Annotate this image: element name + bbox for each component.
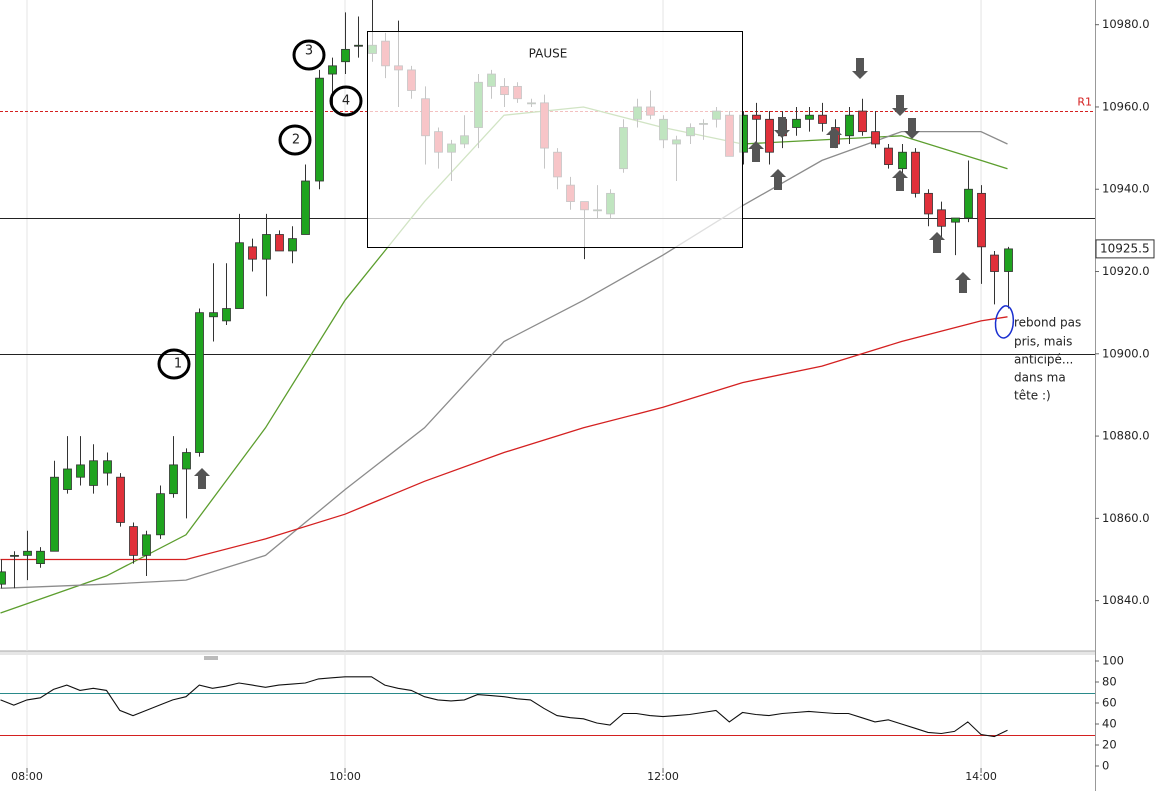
candle-body <box>818 114 827 124</box>
circle-label: 1 <box>174 357 182 372</box>
y-tick-label: 10880.0 <box>1102 429 1150 443</box>
y-tick-label: 10980.0 <box>1102 17 1150 31</box>
circle <box>278 124 312 156</box>
panel-separator <box>0 651 1095 655</box>
candle-body <box>142 534 151 556</box>
note-line: dans ma <box>1014 371 1066 385</box>
candle-body <box>898 151 907 170</box>
candle-body <box>805 114 814 120</box>
y-tick-label: 100 <box>1102 654 1124 668</box>
moving-average <box>0 316 1008 561</box>
candle-body <box>765 118 774 153</box>
y-tick-label: 60 <box>1102 696 1117 710</box>
candle-body <box>924 192 933 215</box>
note-line: anticipé... <box>1014 353 1073 367</box>
candle-body <box>195 312 204 453</box>
r1-label: R1 <box>1077 96 1092 109</box>
y-tick-label: 10960.0 <box>1102 99 1150 113</box>
candle-body <box>23 550 32 556</box>
candle-body <box>10 554 19 557</box>
candle-body <box>156 493 165 536</box>
candle-body <box>129 526 138 556</box>
candle-body <box>63 468 72 490</box>
candle-body <box>116 476 125 523</box>
candle-body <box>792 118 801 128</box>
circle-annotations <box>157 39 363 380</box>
y-tick-label: 10920.0 <box>1102 264 1150 278</box>
candle-body <box>858 110 867 133</box>
y-tick-label: 20 <box>1102 738 1117 752</box>
y-tick-label: 10860.0 <box>1102 511 1150 525</box>
note-line: tête :) <box>1014 389 1051 403</box>
axis-layer: 08:00 10:00 12:00 14:00 10840.0 10860.0 10880.… <box>11 17 1155 783</box>
candle-body <box>235 242 244 309</box>
candle-body <box>341 48 350 63</box>
oscillator-line <box>0 676 1008 738</box>
note: rebond pas pris, mais anticipé... dans m… <box>1014 316 1081 403</box>
candle-body <box>964 188 973 219</box>
candle-body <box>275 234 284 252</box>
circle-label: 2 <box>292 133 300 148</box>
candle-body <box>89 460 98 486</box>
y-tick-label: 40 <box>1102 717 1117 731</box>
circle <box>292 39 326 71</box>
candle-body <box>937 209 946 227</box>
note-line: pris, mais <box>1014 335 1072 349</box>
last-price-label: 10925.5 <box>1100 241 1150 255</box>
candle-body <box>301 180 310 235</box>
moving-average <box>0 130 1008 589</box>
circle <box>329 85 363 117</box>
candle-body <box>0 571 6 585</box>
candle-body <box>845 114 854 137</box>
x-tick-label: 08:00 <box>11 770 43 783</box>
candle-body <box>354 44 363 47</box>
candle-body <box>209 312 218 318</box>
candle-body <box>871 131 880 145</box>
candle-body <box>222 308 231 322</box>
y-tick-label: 10940.0 <box>1102 182 1150 196</box>
candle-body <box>884 147 893 165</box>
candle-body <box>182 452 191 470</box>
note-line: rebond pas <box>1014 316 1081 330</box>
candle-body <box>76 464 85 478</box>
y-tick-label: 10840.0 <box>1102 593 1150 607</box>
candle-body <box>752 114 761 120</box>
circle-label: 4 <box>342 94 350 109</box>
x-tick-label: 14:00 <box>965 770 997 783</box>
candle-body <box>50 476 59 552</box>
candle-body <box>36 550 45 565</box>
candle-body <box>977 192 986 248</box>
candle-body <box>169 464 178 495</box>
candle-body <box>951 217 960 223</box>
candle-body <box>990 254 999 272</box>
candle-body <box>911 151 920 194</box>
pause-label: PAUSE <box>529 47 568 61</box>
y-tick-label: 80 <box>1102 675 1117 689</box>
y-tick-label: 10900.0 <box>1102 346 1150 360</box>
candle-body <box>328 65 337 75</box>
x-tick-label: 10:00 <box>329 770 361 783</box>
candle-body <box>315 77 324 182</box>
circle <box>157 348 191 380</box>
candle-body <box>262 234 271 260</box>
resize-handle[interactable] <box>204 656 218 660</box>
candle-body <box>103 460 112 474</box>
x-tick-label: 12:00 <box>647 770 679 783</box>
candle-body <box>248 246 257 260</box>
y-tick-label: 0 <box>1102 759 1109 773</box>
candle-body <box>1004 248 1013 272</box>
last-price-box <box>1095 239 1155 259</box>
candle-body <box>288 238 297 252</box>
circle-label: 3 <box>305 44 313 59</box>
rebound-circle <box>994 305 1015 339</box>
pause-box <box>367 31 743 248</box>
